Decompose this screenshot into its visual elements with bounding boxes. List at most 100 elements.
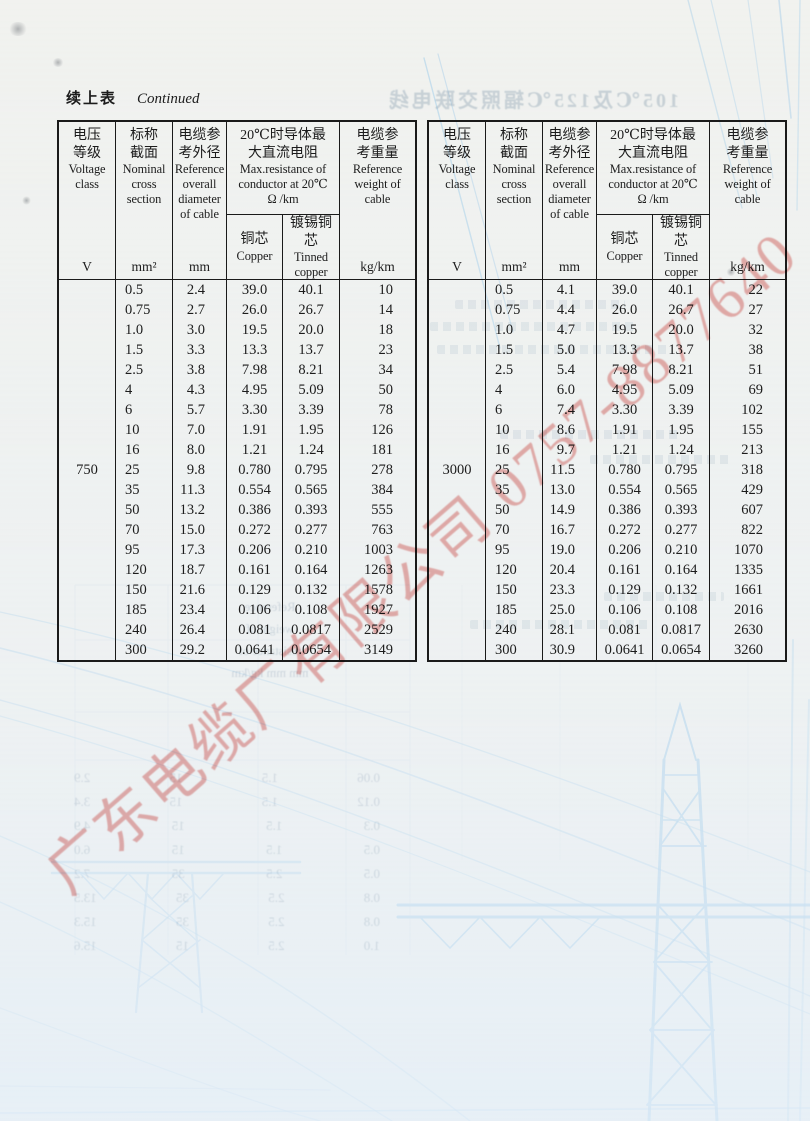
bleedthrough-number: 15.3: [74, 914, 97, 929]
resistance-tinned-value: 20.0: [653, 320, 710, 340]
resistance-copper-value: 19.5: [597, 320, 653, 340]
resistance-tinned-value: 40.1: [283, 280, 340, 300]
cable-weight-value: 51: [748, 362, 764, 378]
resistance-tinned-value: 8.21: [653, 360, 710, 380]
overall-diameter-value: 17.3: [173, 540, 227, 560]
nominal-cross-section-value: 1.0: [486, 320, 543, 340]
resistance-copper-value: 39.0: [597, 280, 653, 300]
cable-weight-value: 14: [378, 302, 394, 318]
overall-diameter-value: 4.1: [543, 280, 597, 300]
cable-weight-value: 2630: [734, 622, 763, 638]
cable-weight-value: 429: [741, 482, 763, 498]
resistance-copper-value: 4.95: [227, 380, 283, 400]
header-zh: 铜芯: [240, 232, 269, 248]
overall-diameter-value: 11.3: [173, 480, 227, 500]
nominal-cross-section-value: 16: [486, 440, 543, 460]
cable-weight-value: 607: [741, 502, 763, 518]
nominal-cross-section-value: 16: [116, 440, 173, 460]
header-en: Reference weight of cable: [722, 162, 773, 206]
resistance-copper-value: 1.21: [227, 440, 283, 460]
resistance-tinned-value: 0.795: [283, 460, 340, 480]
header-zh: 电压 等级: [73, 128, 101, 161]
resistance-copper-value: 13.3: [597, 340, 653, 360]
bleedthrough-number: 0.06: [357, 770, 380, 785]
bleedthrough-number: 35: [171, 866, 185, 881]
bleedthrough-number: 1.5: [261, 770, 278, 785]
nominal-cross-section-value: 95: [486, 540, 543, 560]
overall-diameter-value: 7.0: [173, 420, 227, 440]
resistance-tinned-value: 26.7: [653, 300, 710, 320]
resistance-tinned-value: 3.39: [653, 400, 710, 420]
overall-diameter-value: 2.4: [173, 280, 227, 300]
header-copper: 铜芯 Copper: [227, 215, 283, 279]
unit-mm2: mm²: [131, 259, 157, 274]
unit-ohm-per-km: Ω /km: [267, 192, 299, 206]
header-zh: 镀锡铜芯: [290, 216, 332, 249]
resistance-tinned-value: 1.24: [283, 440, 340, 460]
resistance-tinned-value: 5.09: [653, 380, 710, 400]
nominal-cross-section-value: 35: [116, 480, 173, 500]
nominal-cross-section-value: 240: [116, 620, 173, 640]
cable-weight-value: 213: [741, 442, 763, 458]
overall-diameter-value: 23.3: [543, 580, 597, 600]
resistance-copper-value: 0.161: [227, 560, 283, 580]
nominal-cross-section-value: 1.5: [116, 340, 173, 360]
resistance-copper-value: 0.206: [597, 540, 653, 560]
resistance-copper-value: 0.129: [227, 580, 283, 600]
scan-speck: [22, 196, 31, 205]
resistance-copper-value: 0.161: [597, 560, 653, 580]
resistance-tinned-value: 0.210: [283, 540, 340, 560]
resistance-tinned-value: 0.565: [653, 480, 710, 500]
overall-diameter-value: 5.7: [173, 400, 227, 420]
header-tinned-copper: 镀锡铜芯 Tinned copper: [283, 215, 340, 279]
cable-weight-value: 278: [371, 462, 393, 478]
cable-weight-value: 126: [371, 422, 393, 438]
cable-weight-value: 1003: [364, 542, 393, 558]
header-overall-diameter: 电缆参 考外径 Reference overall diameter of ca…: [543, 122, 597, 279]
nominal-cross-section-value: 1.0: [116, 320, 173, 340]
resistance-copper-value: 13.3: [227, 340, 283, 360]
resistance-tinned-value: 0.277: [653, 520, 710, 540]
resistance-copper-value: 26.0: [597, 300, 653, 320]
header-zh: 铜芯: [610, 232, 639, 248]
overall-diameter-value: 25.0: [543, 600, 597, 620]
bleedthrough-number: 1.0: [363, 938, 380, 953]
resistance-tinned-value: 0.210: [653, 540, 710, 560]
overall-diameter-value: 5.4: [543, 360, 597, 380]
overall-diameter-value: 3.3: [173, 340, 227, 360]
cable-weight-value: 318: [741, 462, 763, 478]
overall-diameter-value: 28.1: [543, 620, 597, 640]
overall-diameter-value: 9.7: [543, 440, 597, 460]
resistance-copper-value: 0.554: [597, 480, 653, 500]
header-zh: 镀锡铜芯: [660, 216, 702, 249]
overall-diameter-value: 4.7: [543, 320, 597, 340]
resistance-copper-value: 1.91: [597, 420, 653, 440]
bleedthrough-number: 2.5: [266, 866, 283, 881]
cable-weight-value: 18: [378, 322, 394, 338]
nominal-cross-section-value: 6: [486, 400, 543, 420]
nominal-cross-section-value: 10: [116, 420, 173, 440]
overall-diameter-value: 8.0: [173, 440, 227, 460]
overall-diameter-value: 23.4: [173, 600, 227, 620]
cable-weight-value: 23: [378, 342, 394, 358]
nominal-cross-section-value: 6: [116, 400, 173, 420]
header-zh: 电缆参 考重量: [726, 128, 769, 161]
cable-weight-value: 2016: [734, 602, 763, 618]
cable-weight-value: 1263: [364, 562, 393, 578]
unit-kg-per-km: kg/km: [730, 259, 765, 274]
bleedthrough-number-row: 0.8 2.5 35 13.5: [62, 890, 392, 914]
cable-weight-value: 1578: [364, 582, 393, 598]
resistance-tinned-value: 1.95: [283, 420, 340, 440]
bleedthrough-number: 2.9: [74, 770, 91, 785]
bleedthrough-number: 0.8: [363, 914, 380, 929]
bleedthrough-number: 0.5: [363, 866, 380, 881]
nominal-cross-section-value: 240: [486, 620, 543, 640]
overall-diameter-value: 29.2: [173, 640, 227, 660]
overall-diameter-value: 3.0: [173, 320, 227, 340]
cable-weight-value: 155: [741, 422, 763, 438]
cable-weight-value: 50: [378, 382, 394, 398]
overall-diameter-value: 21.6: [173, 580, 227, 600]
resistance-tinned-value: 0.795: [653, 460, 710, 480]
scan-speck: [726, 268, 736, 276]
overall-diameter-value: 7.4: [543, 400, 597, 420]
